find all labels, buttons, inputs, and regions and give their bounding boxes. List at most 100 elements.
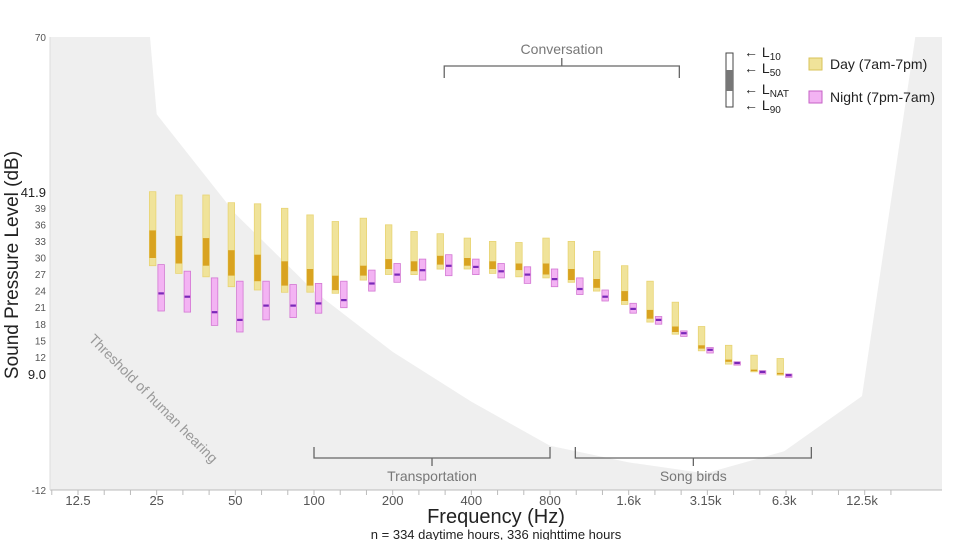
legend-swatch xyxy=(808,57,823,71)
day-range-box xyxy=(725,344,733,365)
night-median-line xyxy=(369,282,375,285)
night-range-box xyxy=(314,282,323,314)
day-range-box xyxy=(646,280,654,323)
day-median-box xyxy=(489,261,496,269)
x-tick-label: 100 xyxy=(303,493,325,508)
night-range-box xyxy=(601,289,609,302)
day-bar-800 xyxy=(542,237,550,279)
night-bar-3150 xyxy=(706,347,714,354)
legend-entry-night: Night (7pm-7am) xyxy=(808,89,935,105)
y-axis: 70 -12 39 36 33 30 27 24 21 18 15 12 41.9 9.0 xyxy=(21,33,51,497)
day-range-box xyxy=(671,301,679,335)
day-median-box xyxy=(593,279,600,288)
x-tick-label: 12.5 xyxy=(65,493,90,508)
night-range-box xyxy=(368,269,376,292)
x-tick-label: 3.15k xyxy=(690,493,722,508)
day-range-box xyxy=(567,240,575,283)
day-bar-125 xyxy=(331,221,340,294)
night-range-box xyxy=(236,280,244,333)
day-bar-63 xyxy=(253,203,262,291)
y-tick-label: 15 xyxy=(35,336,47,347)
y-tick-label: 21 xyxy=(35,303,47,314)
day-range-box xyxy=(227,202,236,288)
day-median-box xyxy=(437,255,444,265)
legend-metric-label: ← L10 xyxy=(744,44,781,63)
y-tick-label: 39 xyxy=(35,204,47,215)
day-range-box xyxy=(697,326,706,352)
day-range-box xyxy=(148,191,157,267)
night-bar-160 xyxy=(368,269,376,292)
night-median-line xyxy=(681,332,687,335)
legend: ← L10← L50 ← LNAT← L90 Day (7am-7pm) Night … xyxy=(725,44,935,116)
night-bar-4000 xyxy=(733,361,741,366)
day-bar-50 xyxy=(227,202,236,288)
day-bar-1250 xyxy=(593,250,601,292)
night-bar-40 xyxy=(210,277,219,326)
range-conversation: Conversation xyxy=(443,41,680,78)
hearing-threshold-area: Threshold of human hearing xyxy=(50,37,942,490)
day-median-box xyxy=(332,275,339,291)
day-median-box xyxy=(698,345,705,349)
axis-titles: Sound Pressure Level (dB) Frequency (Hz)n… xyxy=(2,151,622,540)
day-range-box xyxy=(488,240,497,274)
day-median-box xyxy=(568,269,575,280)
night-bar-1000 xyxy=(576,277,584,295)
night-median-line xyxy=(158,292,164,295)
night-range-box xyxy=(289,284,297,318)
day-median-box xyxy=(672,326,679,332)
threshold-region xyxy=(50,37,942,490)
day-median-box xyxy=(464,258,471,266)
y-highlight-label: 9.0 xyxy=(28,367,46,382)
day-median-box xyxy=(646,309,654,319)
day-range-box xyxy=(331,221,340,294)
night-median-line xyxy=(419,269,426,272)
day-range-box xyxy=(436,233,444,270)
y-tick-label: -12 xyxy=(32,486,47,497)
y-tick-label: 36 xyxy=(35,220,47,231)
night-bar-315 xyxy=(445,254,453,277)
x-tick-label: 400 xyxy=(460,493,482,508)
x-tick-label: 50 xyxy=(228,493,242,508)
legend-label: Night (7pm-7am) xyxy=(830,89,935,105)
legend-entry-day: Day (7am-7pm) xyxy=(808,56,927,72)
night-range-box xyxy=(183,270,192,313)
day-bar-500 xyxy=(488,240,497,274)
day-range-box xyxy=(253,203,262,291)
range-bracket xyxy=(443,58,680,78)
x-axis-title: Frequency (Hz) xyxy=(427,506,565,528)
night-range-box xyxy=(576,277,584,295)
day-range-box xyxy=(750,354,758,373)
day-range-box xyxy=(384,224,393,275)
day-median-box xyxy=(621,291,628,301)
day-median-box xyxy=(777,372,784,375)
range-label: Conversation xyxy=(521,41,604,57)
day-bar-2000 xyxy=(646,280,654,323)
night-median-line xyxy=(655,318,662,321)
x-axis: 12.5 25 50 100 200 400 800 1.6k 3.15k 6.3k 12.5k xyxy=(50,489,942,508)
day-bar-250 xyxy=(410,231,418,275)
day-median-box xyxy=(281,261,288,286)
day-range-box xyxy=(359,217,368,281)
range-label: Song birds xyxy=(660,468,727,484)
night-bar-630 xyxy=(523,266,532,284)
day-bar-200 xyxy=(384,224,393,275)
day-range-box xyxy=(621,265,629,305)
legend-swatch xyxy=(808,90,823,104)
night-bar-100 xyxy=(314,282,323,314)
night-median-line xyxy=(498,270,504,273)
night-bar-50 xyxy=(236,280,244,333)
range-song-birds: Song birds xyxy=(574,447,812,484)
day-bar-400 xyxy=(463,237,472,270)
night-median-line xyxy=(577,287,583,291)
y-tick-label: 30 xyxy=(35,253,47,264)
night-range-box xyxy=(550,268,559,288)
x-tick-label: 800 xyxy=(539,493,561,508)
night-median-line xyxy=(734,361,740,365)
x-tick-label: 12.5k xyxy=(846,493,878,508)
day-range-box xyxy=(175,194,183,274)
sample-size-caption: n = 334 daytime hours, 336 nighttime hou… xyxy=(371,527,622,540)
night-range-box xyxy=(157,264,165,312)
day-range-box xyxy=(542,237,550,279)
day-bar-40 xyxy=(202,194,210,278)
